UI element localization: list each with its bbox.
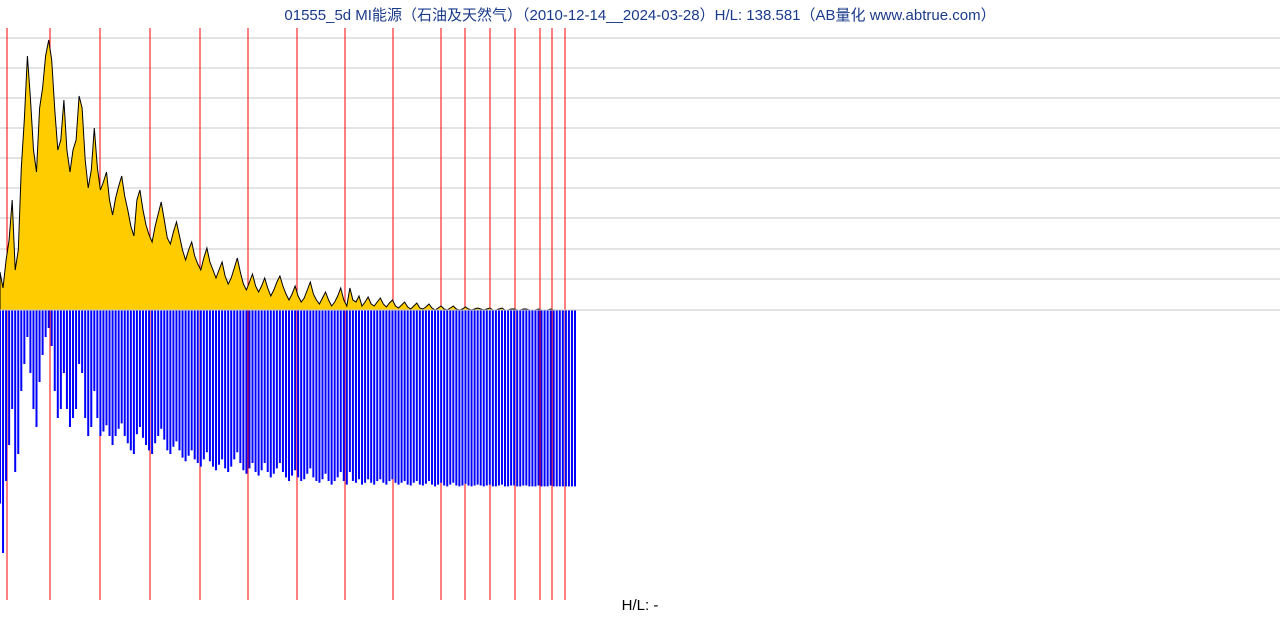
price-chart: [0, 0, 1280, 620]
upper-series: [0, 40, 575, 310]
lower-series: [0, 310, 575, 553]
chart-footer: H/L: -: [0, 597, 1280, 614]
